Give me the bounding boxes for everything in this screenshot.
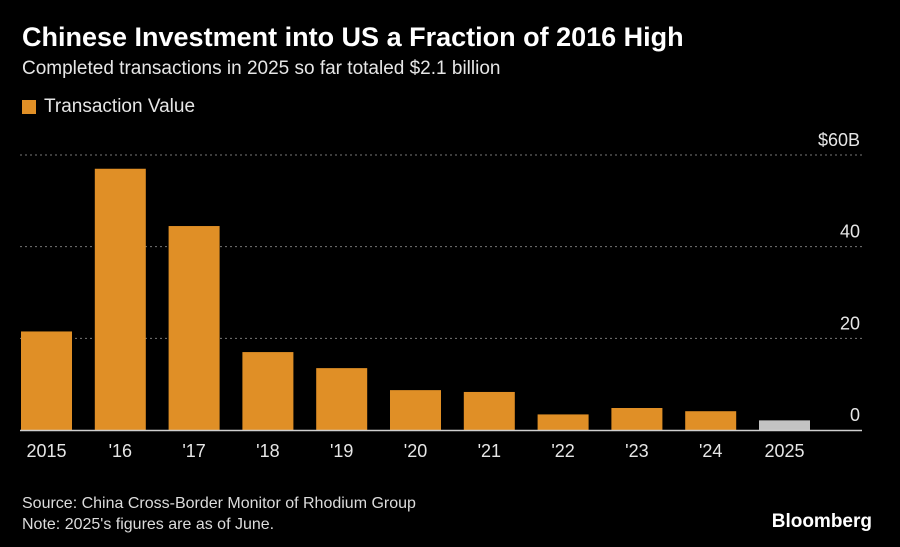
x-tick-label: '19 <box>330 441 353 461</box>
bar <box>537 414 589 430</box>
chart-title: Chinese Investment into US a Fraction of… <box>22 22 684 52</box>
chart-subtitle: Completed transactions in 2025 so far to… <box>22 58 501 79</box>
y-tick-label: 0 <box>850 405 860 425</box>
legend: Transaction Value <box>22 96 195 118</box>
bar <box>21 331 72 430</box>
bar <box>242 352 294 430</box>
source-notes: Source: China Cross-Border Monitor of Rh… <box>22 493 416 535</box>
y-tick-label: $60B <box>818 130 860 150</box>
x-tick-label: '18 <box>256 441 279 461</box>
x-tick-label: '17 <box>182 441 205 461</box>
bar <box>168 226 220 430</box>
bar <box>390 390 441 430</box>
y-tick-label: 20 <box>840 313 860 333</box>
bloomberg-logo: Bloomberg <box>771 511 872 532</box>
legend-label: Transaction Value <box>44 96 196 117</box>
x-tick-label: '23 <box>625 441 648 461</box>
source-text: Source: China Cross-Border Monitor of Rh… <box>22 495 416 512</box>
bar <box>463 391 515 430</box>
x-tick-label: '24 <box>699 441 722 461</box>
x-tick-label: '16 <box>109 441 132 461</box>
bar <box>759 420 810 430</box>
x-tick-label: '22 <box>551 441 574 461</box>
bar <box>685 411 737 430</box>
bar <box>611 408 663 430</box>
bar <box>316 368 368 430</box>
note-text: Note: 2025's figures are as of June. <box>22 516 275 533</box>
x-tick-label: 2015 <box>26 441 66 461</box>
x-tick-label: '21 <box>478 441 501 461</box>
bar <box>94 168 146 430</box>
legend-swatch <box>22 100 36 114</box>
x-tick-label: 2025 <box>764 441 804 461</box>
y-tick-label: 40 <box>840 222 860 242</box>
x-tick-label: '20 <box>404 441 427 461</box>
